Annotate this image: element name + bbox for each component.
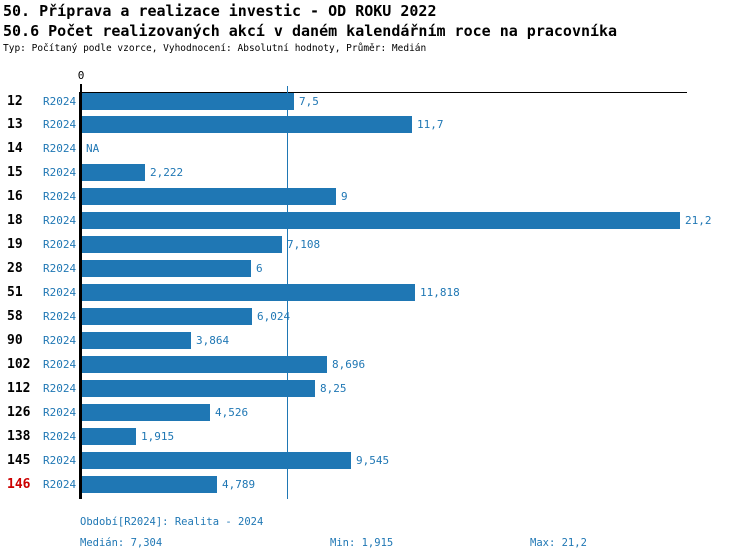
chart-row: 51 R2024 11,818 xyxy=(0,284,750,302)
bar-value-label: 21,2 xyxy=(685,214,712,228)
row-category-label: 126 xyxy=(7,404,31,420)
row-category-label: 14 xyxy=(7,141,23,157)
bar-value-label: 4,526 xyxy=(215,405,249,419)
bar xyxy=(82,188,336,206)
row-series-label: R2024 xyxy=(43,262,77,276)
x-axis-line xyxy=(81,92,687,93)
row-series-label: R2024 xyxy=(43,190,77,204)
chart-row: 15 R2024 2,222 xyxy=(0,164,750,182)
bar-value-label: 9 xyxy=(341,190,348,204)
row-series-label: R2024 xyxy=(43,94,77,108)
row-category-label: 138 xyxy=(7,428,31,444)
bar xyxy=(82,260,251,278)
bar-value-label: 7,5 xyxy=(299,94,319,108)
bar xyxy=(82,331,191,349)
row-series-label: R2024 xyxy=(43,357,77,371)
row-series-label: R2024 xyxy=(43,166,77,180)
x-axis-zero-tick xyxy=(80,84,82,92)
row-category-label: 13 xyxy=(7,117,23,133)
bar-value-label: 6 xyxy=(256,262,263,276)
row-category-label: 112 xyxy=(7,380,31,396)
bar-value-label: 8,25 xyxy=(320,381,347,395)
bar xyxy=(82,236,282,254)
row-category-label: 18 xyxy=(7,213,23,229)
chart-row: 14 R2024 NA xyxy=(0,140,750,157)
x-axis-zero-label: 0 xyxy=(77,69,85,82)
row-category-label: 90 xyxy=(7,332,23,348)
chart-row: 12 R2024 7,5 xyxy=(0,92,750,110)
period-label: Období[R2024]: Realita - 2024 xyxy=(80,516,264,528)
row-category-label: 58 xyxy=(7,308,23,324)
bar xyxy=(82,284,415,302)
chart-title: 50.6 Počet realizovaných akcí v daném ka… xyxy=(3,22,618,40)
bar xyxy=(82,403,210,421)
row-category-label: 146 xyxy=(7,476,31,492)
chart-row: 16 R2024 9 xyxy=(0,188,750,206)
bar xyxy=(82,212,680,230)
row-series-label: R2024 xyxy=(43,214,77,228)
bar xyxy=(82,164,145,182)
row-series-label: R2024 xyxy=(43,286,77,300)
row-category-label: 16 xyxy=(7,189,23,205)
chart-row: 19 R2024 7,108 xyxy=(0,236,750,254)
chart-row: 13 R2024 11,7 xyxy=(0,116,750,134)
row-series-label: R2024 xyxy=(43,453,77,467)
chart-row: 145 R2024 9,545 xyxy=(0,451,750,469)
chart-row: 90 R2024 3,864 xyxy=(0,331,750,349)
chart-row: 126 R2024 4,526 xyxy=(0,403,750,421)
bar xyxy=(82,92,294,110)
bar-value-label: 8,696 xyxy=(332,357,366,371)
row-series-label: R2024 xyxy=(43,238,77,252)
bar-value-label: 6,024 xyxy=(257,309,291,323)
bar xyxy=(82,355,327,373)
bar-value-label: 4,789 xyxy=(222,477,256,491)
bar-value-label: 11,7 xyxy=(417,118,444,132)
bar xyxy=(82,427,136,445)
min-stat-label: Min: 1,915 xyxy=(330,537,394,549)
bar-value-label: 9,545 xyxy=(356,453,390,467)
row-category-label: 102 xyxy=(7,356,31,372)
row-series-label: R2024 xyxy=(43,118,77,132)
chart-row: 28 R2024 6 xyxy=(0,260,750,278)
bar xyxy=(82,451,351,469)
y-axis-baseline xyxy=(79,92,82,499)
bar-value-label: 2,222 xyxy=(150,166,184,180)
bar xyxy=(82,307,252,325)
row-category-label: 28 xyxy=(7,261,23,277)
row-series-label: R2024 xyxy=(43,381,77,395)
row-category-label: 51 xyxy=(7,285,23,301)
row-series-label: R2024 xyxy=(43,142,77,156)
page-title: 50. Příprava a realizace investic - OD R… xyxy=(3,2,437,20)
bar-value-label: 1,915 xyxy=(141,429,175,443)
chart-row: 102 R2024 8,696 xyxy=(0,355,750,373)
row-series-label: R2024 xyxy=(43,429,77,443)
row-category-label: 15 xyxy=(7,165,23,181)
bar-value-label: 3,864 xyxy=(196,333,230,347)
chart-row: 112 R2024 8,25 xyxy=(0,379,750,397)
chart-subtitle: Typ: Počítaný podle vzorce, Vyhodnocení:… xyxy=(3,43,427,54)
row-series-label: R2024 xyxy=(43,333,77,347)
row-category-label: 145 xyxy=(7,452,31,468)
bar xyxy=(82,379,315,397)
chart-row: 58 R2024 6,024 xyxy=(0,307,750,325)
chart-row: 18 R2024 21,2 xyxy=(0,212,750,230)
bar xyxy=(82,116,412,134)
bar-value-label: 11,818 xyxy=(420,286,460,300)
bar-value-label: NA xyxy=(86,142,100,156)
chart-row: 146 R2024 4,789 xyxy=(0,475,750,493)
row-category-label: 12 xyxy=(7,93,23,109)
row-series-label: R2024 xyxy=(43,405,77,419)
row-series-label: R2024 xyxy=(43,477,77,491)
row-category-label: 19 xyxy=(7,237,23,253)
row-series-label: R2024 xyxy=(43,309,77,323)
bar xyxy=(82,475,217,493)
max-stat-label: Max: 21,2 xyxy=(530,537,587,549)
chart-row: 138 R2024 1,915 xyxy=(0,427,750,445)
bar-value-label: 7,108 xyxy=(287,238,321,252)
median-stat-label: Medián: 7,304 xyxy=(80,537,163,549)
